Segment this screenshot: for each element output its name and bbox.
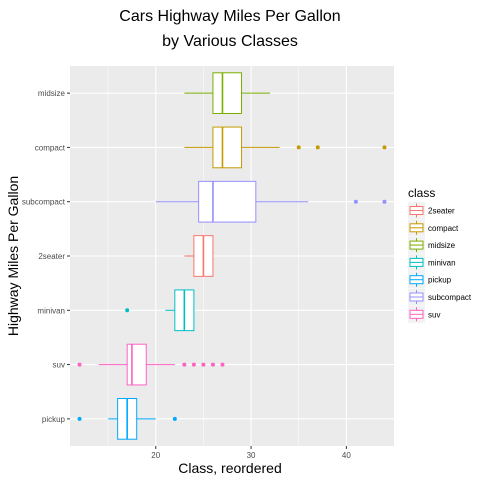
legend-item-suv: suv: [408, 305, 440, 323]
outlier-point: [382, 199, 387, 204]
y-tick-label: minivan: [37, 306, 65, 315]
outlier-point: [296, 145, 301, 150]
outlier-point: [220, 362, 225, 367]
legend-title: class: [408, 186, 435, 200]
outlier-point: [382, 145, 387, 150]
box-layer: [77, 72, 387, 440]
x-tick-label: 20: [151, 451, 160, 460]
y-tick-label: midsize: [38, 89, 66, 98]
x-tick-label: 40: [342, 451, 351, 460]
box-subcompact: [155, 180, 387, 223]
y-tick-label: compact: [35, 143, 66, 152]
x-axis-title: Class, reordered: [178, 460, 282, 476]
box-iqr: [126, 343, 147, 386]
legend-label: suv: [428, 310, 440, 319]
y-tick-label: suv: [53, 361, 65, 370]
box-iqr: [198, 180, 257, 223]
outlier-point: [77, 416, 82, 421]
legend-item-subcompact: subcompact: [408, 288, 472, 306]
legend-item-minivan: minivan: [408, 253, 456, 271]
x-tick-labels: 20 30 40: [151, 446, 351, 460]
outlier-point: [77, 362, 82, 367]
box-iqr: [212, 126, 243, 169]
grid-lines: [70, 66, 394, 446]
outlier-point: [315, 145, 320, 150]
chart-title-line-1: Cars Highway Miles Per Gallon: [119, 8, 340, 25]
legend-item-midsize: midsize: [408, 236, 456, 254]
box-iqr: [212, 72, 243, 114]
legend-label: 2seater: [428, 207, 455, 216]
box-suv: [77, 343, 225, 386]
y-tick-label: pickup: [42, 415, 66, 424]
chart-title-line-2: by Various Classes: [162, 33, 298, 50]
legend-label: pickup: [428, 276, 452, 285]
outlier-point: [210, 362, 215, 367]
outlier-point: [172, 416, 177, 421]
legend-label: compact: [428, 224, 459, 233]
legend-label: subcompact: [428, 293, 472, 302]
outlier-point: [201, 362, 206, 367]
legend-item-2seater: 2seater: [408, 202, 455, 219]
box-2seater: [184, 235, 214, 277]
box-compact: [184, 126, 387, 169]
outlier-point: [182, 362, 187, 367]
legend-item-compact: compact: [408, 219, 459, 237]
outlier-point: [353, 199, 358, 204]
legend-item-pickup: pickup: [408, 271, 452, 289]
box-pickup: [77, 398, 177, 440]
outlier-point: [191, 362, 196, 367]
x-tick-label: 30: [247, 451, 256, 460]
box-midsize: [184, 72, 271, 114]
y-tick-label: subcompact: [22, 198, 66, 207]
y-tick-labels: midsize compact subcompact 2seater minivan su…: [22, 89, 70, 424]
legend-label: midsize: [428, 241, 456, 250]
legend-label: minivan: [428, 258, 456, 267]
outlier-point: [125, 308, 130, 313]
box-minivan: [125, 289, 195, 332]
legend: class 2seater compact midsize minivan pickup…: [408, 186, 472, 323]
y-axis-title: Highway Miles Per Gallon: [5, 176, 21, 336]
y-tick-label: 2seater: [38, 252, 65, 261]
